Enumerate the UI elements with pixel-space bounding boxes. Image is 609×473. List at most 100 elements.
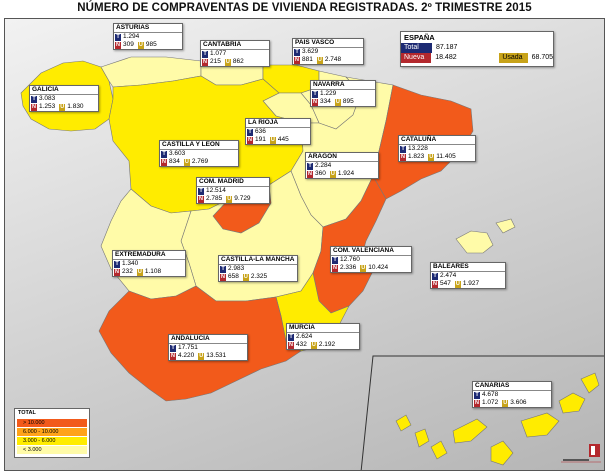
region-box-galicia[interactable]: GALICIA T 3.083 N 1.253 U 1.830	[29, 85, 99, 112]
region-used-value: 9.729	[234, 195, 251, 202]
region-total-row: T 2.983	[219, 265, 297, 273]
region-total-value: 1.229	[320, 90, 337, 97]
region-used-value: 2.325	[250, 273, 268, 280]
region-total-row: T 636	[246, 128, 310, 136]
region-shape-baleares[interactable]	[430, 218, 516, 288]
region-new-value: 1.072	[482, 399, 499, 406]
spain-label: ESPAÑA	[404, 33, 435, 42]
region-split-row: N 432 U 2.192	[287, 341, 359, 349]
region-new-value: 547	[440, 280, 451, 287]
region-box-aragon[interactable]: ARAGON T 2.284 N 360 U 1.924	[305, 152, 379, 179]
region-split-row: N 1.072 U 3.606	[473, 399, 551, 407]
new-glyph: N	[307, 170, 313, 178]
region-split-row: N 215 U 862	[201, 58, 269, 66]
new-glyph: N	[400, 153, 406, 161]
region-new-value: 360	[315, 170, 326, 177]
region-box-castilla-leon[interactable]: CASTILLA Y LEON T 3.603 N 834 U 2.769	[159, 140, 239, 167]
total-glyph: T	[114, 260, 120, 268]
total-glyph: T	[220, 265, 226, 273]
new-glyph: N	[114, 268, 120, 276]
region-box-castilla-la-mancha[interactable]: CASTILLA-LA MANCHA T 2.983 N 658 U 2.325	[218, 255, 298, 282]
region-used-value: 1.924	[337, 170, 355, 177]
region-total-row: T 12.514	[197, 187, 269, 195]
new-glyph: N	[247, 136, 253, 144]
region-new-value: 191	[255, 136, 266, 143]
used-glyph: U	[224, 58, 231, 66]
used-glyph: U	[226, 195, 233, 203]
region-name: ASTURIAS	[114, 24, 182, 33]
legend-item: 3.000 - 6.000	[17, 437, 87, 445]
region-used-value: 1.108	[144, 268, 162, 275]
region-split-row: N 232 U 1.108	[113, 268, 185, 276]
region-total-value: 2.624	[296, 333, 313, 340]
total-glyph: T	[161, 150, 167, 158]
registradores-logo-mark	[561, 444, 601, 463]
region-name: ARAGON	[306, 153, 378, 162]
region-used-value: 2.192	[318, 341, 336, 348]
new-glyph: N	[202, 58, 208, 66]
used-glyph: U	[59, 103, 66, 111]
region-box-murcia[interactable]: MURCIA T 2.624 N 432 U 2.192	[286, 323, 360, 350]
region-name: PAIS VASCO	[293, 39, 363, 48]
region-new-value: 232	[122, 268, 133, 275]
region-total-value: 17.751	[178, 344, 198, 351]
total-glyph: T	[198, 187, 204, 195]
region-box-cataluna[interactable]: CATALUÑA T 13.228 N 1.823 U 11.405	[398, 135, 476, 162]
region-box-baleares[interactable]: BALEARES T 2.474 N 547 U 1.927	[430, 262, 506, 289]
spain-new-label: Nueva	[401, 53, 432, 63]
region-used-value: 862	[232, 58, 244, 65]
region-total-value: 1.294	[123, 33, 140, 40]
used-glyph: U	[360, 264, 367, 272]
new-glyph: N	[170, 352, 176, 360]
region-total-value: 636	[255, 128, 266, 135]
region-total-value: 3.629	[302, 48, 319, 55]
region-used-value: 445	[277, 136, 289, 143]
region-shape-valencia[interactable]	[312, 175, 387, 314]
region-box-andalucia[interactable]: ANDALUCIA T 17.751 N 4.220 U 13.531	[168, 334, 248, 361]
region-total-row: T 2.284	[306, 162, 378, 170]
region-name: COM. MADRID	[197, 178, 269, 187]
region-total-row: T 1.077	[201, 50, 269, 58]
region-box-pais-vasco[interactable]: PAIS VASCO T 3.629 N 881 U 2.748	[292, 38, 364, 65]
region-box-asturias[interactable]: ASTURIAS T 1.294 N 309 U 985	[113, 23, 183, 50]
region-name: GALICIA	[30, 86, 98, 95]
region-new-value: 881	[302, 56, 313, 63]
used-glyph: U	[334, 98, 341, 106]
region-total-row: T 2.474	[431, 272, 505, 280]
region-total-row: T 17.751	[169, 344, 247, 352]
region-box-cantabria[interactable]: CANTABRIA T 1.077 N 215 U 862	[200, 40, 270, 67]
region-split-row: N 334 U 895	[311, 98, 375, 106]
region-total-row: T 3.083	[30, 95, 98, 103]
region-total-row: T 1.229	[311, 90, 375, 98]
region-name: CANARIAS	[473, 382, 551, 391]
new-glyph: N	[332, 264, 338, 272]
new-glyph: N	[474, 399, 480, 407]
region-name: COM. VALENCIANA	[331, 247, 411, 256]
region-box-extremadura[interactable]: EXTREMADURA T 1.340 N 232 U 1.108	[112, 250, 186, 277]
region-split-row: N 191 U 445	[246, 136, 310, 144]
region-total-value: 12.760	[340, 256, 360, 263]
legend-item: > 10.000	[17, 419, 87, 427]
region-name: CASTILLA Y LEON	[160, 141, 238, 150]
region-box-navarra[interactable]: NAVARRA T 1.229 N 334 U 895	[310, 80, 376, 107]
region-used-value: 3.606	[510, 399, 527, 406]
region-used-value: 985	[145, 41, 157, 48]
region-split-row: N 1.823 U 11.405	[399, 153, 475, 161]
region-total-value: 2.983	[228, 265, 245, 272]
total-glyph: T	[202, 50, 208, 58]
region-total-row: T 1.340	[113, 260, 185, 268]
total-glyph: T	[332, 256, 338, 264]
region-box-madrid[interactable]: COM. MADRID T 12.514 N 2.785 U 9.729	[196, 177, 270, 204]
total-glyph: T	[115, 33, 121, 41]
region-total-value: 3.083	[39, 95, 56, 102]
region-box-canarias[interactable]: CANARIAS T 4.678 N 1.072 U 3.606	[472, 381, 552, 408]
spain-used-label: Usada	[499, 53, 528, 63]
region-box-la-rioja[interactable]: LA RIOJA T 636 N 191 U 445	[245, 118, 311, 145]
region-total-row: T 3.629	[293, 48, 363, 56]
new-glyph: N	[220, 273, 226, 281]
region-new-value: 2.336	[340, 264, 357, 271]
region-box-valencia[interactable]: COM. VALENCIANA T 12.760 N 2.336 U 10.424	[330, 246, 412, 273]
region-split-row: N 360 U 1.924	[306, 170, 378, 178]
region-new-value: 1.253	[39, 103, 56, 110]
region-shape-canarias[interactable]	[395, 372, 600, 466]
